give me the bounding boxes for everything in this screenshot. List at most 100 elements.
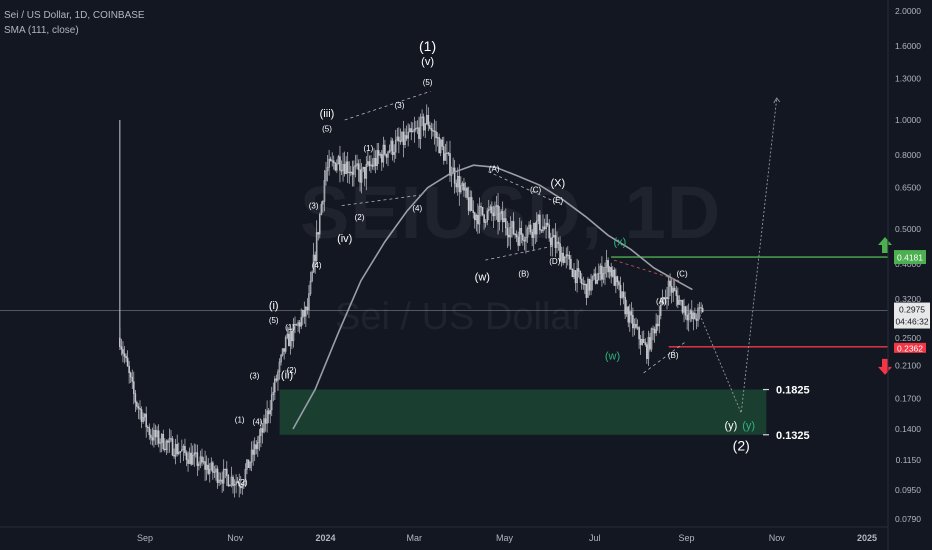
- candle-body: [309, 280, 312, 294]
- candle-body: [123, 353, 126, 357]
- x-tick-label: Nov: [769, 533, 786, 543]
- wave-label: (4): [312, 261, 322, 270]
- candle-body: [376, 150, 378, 167]
- candle-body: [531, 231, 533, 238]
- candle-body: [435, 131, 437, 139]
- candle-body: [174, 444, 177, 457]
- candle-body: [484, 221, 487, 223]
- wave-label: (x): [614, 236, 627, 248]
- candle-body: [215, 468, 217, 473]
- wave-label: (4): [412, 204, 422, 213]
- candle-body: [535, 220, 538, 235]
- target-label-1: 0.1325: [776, 430, 810, 442]
- candle-body: [295, 324, 298, 326]
- candle-body: [456, 175, 459, 188]
- candle-body: [159, 442, 161, 444]
- wxy-upper: [613, 259, 680, 281]
- candle-body: [641, 339, 643, 345]
- candle-body: [128, 365, 130, 374]
- candle-body: [196, 452, 199, 466]
- candle-body: [616, 276, 619, 283]
- candle-body: [449, 153, 451, 176]
- candle-body: [256, 442, 259, 449]
- candle-body: [193, 452, 196, 456]
- candle-body: [357, 163, 360, 171]
- wave-label: (3): [250, 372, 260, 381]
- candle-body: [342, 164, 344, 171]
- candle-body: [689, 310, 692, 315]
- candle-body: [396, 136, 399, 141]
- y-tick-label: 0.3200: [895, 294, 921, 304]
- candle-body: [229, 485, 231, 487]
- candles-layer: [119, 104, 704, 498]
- candle-body: [261, 428, 264, 433]
- candle-body: [418, 127, 420, 139]
- candle-body: [239, 485, 242, 489]
- candle-body: [250, 449, 253, 463]
- candle-body: [306, 306, 309, 310]
- candle-body: [156, 430, 158, 438]
- candle-body: [301, 310, 304, 318]
- candle-body: [520, 228, 523, 235]
- candle-body: [132, 381, 135, 394]
- candle-body: [441, 139, 444, 147]
- down-arrow-icon: [878, 358, 892, 375]
- wave-label: (1): [235, 415, 245, 424]
- candle-body: [227, 475, 230, 487]
- candle-body: [314, 254, 316, 261]
- y-tick-label: 0.1400: [895, 424, 921, 434]
- candle-body: [247, 459, 250, 468]
- candle-body: [473, 212, 476, 221]
- y-tick-label: 0.2500: [895, 333, 921, 343]
- candle-body: [656, 323, 659, 327]
- candle-body: [694, 312, 696, 320]
- candle-body: [331, 160, 333, 162]
- candle-body: [563, 257, 566, 263]
- candle-body: [411, 130, 414, 133]
- candle-body: [432, 130, 434, 132]
- candle-body: [201, 456, 203, 463]
- candle-body: [287, 333, 290, 347]
- candle-body: [332, 160, 335, 164]
- projection-arrow-icon: [773, 97, 781, 104]
- candle-body: [604, 267, 606, 274]
- candle-body: [328, 158, 330, 168]
- candle-body: [678, 300, 681, 305]
- y-tick-label: 0.0790: [895, 514, 921, 524]
- wave-label: (5): [269, 316, 279, 325]
- candle-body: [523, 239, 526, 242]
- candle-body: [213, 471, 216, 473]
- candle-body: [571, 269, 574, 278]
- x-tick-label: 2025: [857, 533, 877, 543]
- candle-body: [463, 183, 465, 191]
- candle-body: [349, 171, 352, 173]
- candle-body: [362, 166, 364, 170]
- candle-body: [658, 315, 661, 327]
- x-tick-label: Jul: [589, 533, 601, 543]
- candle-body: [566, 254, 569, 256]
- x-tick-label: May: [496, 533, 514, 543]
- candle-body: [461, 183, 464, 186]
- wave-label: (v): [421, 56, 434, 68]
- candle-body: [540, 229, 543, 232]
- candle-body: [559, 243, 561, 262]
- candle-body: [339, 156, 341, 171]
- triangle-upper: [488, 171, 564, 206]
- x-tick-label: Sep: [137, 533, 153, 543]
- candle-body: [644, 342, 647, 345]
- candle-body: [613, 269, 616, 286]
- wave-label: (5): [423, 78, 433, 87]
- candle-body: [212, 462, 214, 473]
- wave-label: (2): [287, 366, 297, 375]
- candle-body: [258, 435, 261, 443]
- candle-body: [549, 237, 552, 246]
- candle-body: [308, 293, 310, 310]
- candle-body: [384, 144, 386, 155]
- candle-body: [368, 161, 371, 167]
- candle-body: [241, 485, 244, 489]
- candle-body: [408, 128, 411, 133]
- indicator-legend[interactable]: SMA (111, close): [4, 25, 79, 36]
